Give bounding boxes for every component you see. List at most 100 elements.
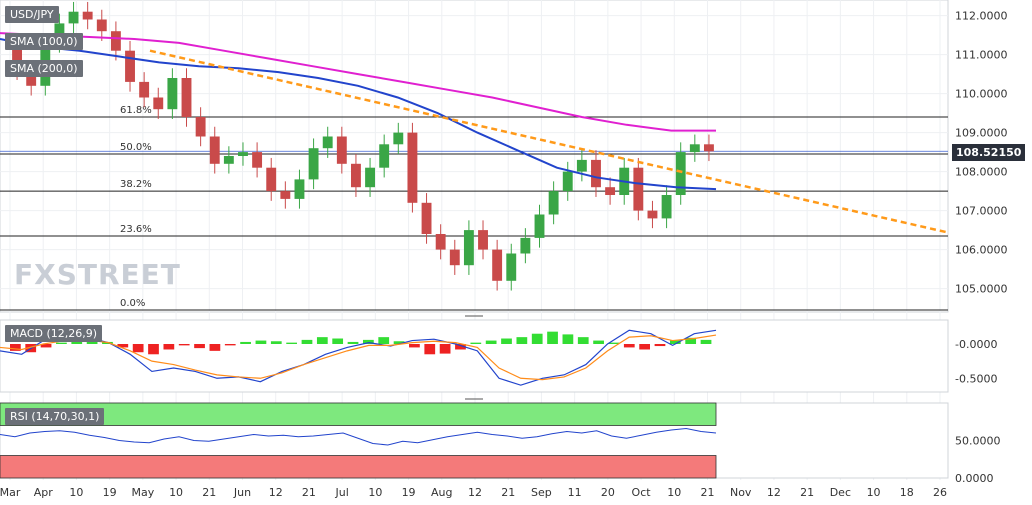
macd-bar: [209, 344, 221, 351]
macd-bar: [286, 342, 298, 344]
x-tick-label: 12: [269, 486, 283, 499]
candle-body: [675, 152, 686, 195]
x-tick-label: 21: [701, 486, 715, 499]
fib-label: 0.0%: [120, 298, 145, 309]
fib-label: 23.6%: [120, 224, 152, 235]
macd-bar: [71, 340, 83, 344]
rsi-tick-label: 0.0000: [955, 472, 994, 485]
y-tick-label: 112.0000: [955, 10, 1008, 23]
macd-bar: [240, 341, 251, 344]
macd-bar: [316, 337, 328, 344]
x-tick-label: Sep: [531, 486, 552, 499]
candle-body: [689, 144, 700, 153]
candle-body: [506, 253, 517, 281]
macd-line: [0, 329, 717, 386]
x-tick-label: 19: [103, 486, 117, 499]
candle-body: [12, 42, 23, 71]
macd-bar: [270, 341, 282, 344]
x-tick-label: Aug: [431, 486, 452, 499]
candle-body: [534, 214, 545, 238]
sma100-line: [0, 38, 717, 191]
fib-label: 38.2%: [120, 179, 152, 190]
y-tick-label: 109.0000: [955, 127, 1008, 140]
macd-bar: [409, 344, 420, 348]
candle-body: [110, 31, 121, 51]
macd-bar: [531, 333, 543, 344]
rsi-tick-label: 50.0000: [955, 435, 1001, 448]
candle-body: [407, 132, 418, 203]
x-tick-label: Apr: [34, 486, 54, 499]
candle-body: [238, 152, 248, 156]
macd-bar: [685, 337, 697, 344]
macd-bar: [117, 344, 129, 348]
macd-bar: [194, 344, 205, 349]
candle-body: [421, 202, 432, 234]
y-tick-label: 105.0000: [955, 283, 1008, 296]
macd-bar: [86, 341, 98, 344]
macd-tick-label: -0.5000: [955, 372, 997, 385]
x-tick-label: Nov: [730, 486, 752, 499]
watermark: FXSTREET: [14, 258, 181, 291]
candle-body: [703, 144, 714, 152]
candle-body: [82, 11, 93, 20]
macd-bar: [485, 340, 497, 344]
x-tick-label: 12: [767, 486, 781, 499]
candle-body: [576, 159, 587, 172]
macd-bar: [40, 344, 52, 348]
macd-bar: [424, 344, 436, 355]
macd-bar: [639, 344, 651, 350]
macd-bar: [363, 339, 374, 344]
macd-bar: [593, 340, 604, 344]
candle-body: [195, 117, 206, 137]
candle-body: [167, 78, 178, 110]
last-price-tag: 108.52150: [952, 144, 1026, 161]
macd-bar: [178, 344, 190, 346]
macd-bar: [393, 341, 405, 344]
sma100-label: SMA (100,0): [5, 33, 83, 50]
y-tick-label: 106.0000: [955, 244, 1008, 257]
candle-body: [336, 136, 347, 164]
x-tick-label: 21: [302, 486, 316, 499]
macd-bar: [470, 342, 482, 344]
candle-body: [125, 50, 135, 82]
macd-bar: [700, 339, 712, 344]
candle-body: [492, 249, 503, 281]
x-tick-label: Dec: [830, 486, 851, 499]
macd-bar: [623, 344, 635, 348]
x-tick-label: 11: [568, 486, 582, 499]
x-tick-label: Oct: [632, 486, 652, 499]
candle-body: [350, 163, 361, 188]
macd-bar: [501, 338, 512, 344]
macd-bar: [439, 344, 451, 354]
candle-body: [379, 144, 390, 168]
candle-body: [294, 179, 305, 199]
x-tick-label: Mar: [0, 486, 21, 499]
candle-body: [647, 210, 658, 219]
rsi-label: RSI (14,70,30,1): [5, 408, 105, 425]
watermark-text: FXSTREET: [14, 258, 181, 291]
macd-bar: [654, 344, 666, 347]
macd-bar: [378, 337, 390, 344]
macd-bar: [347, 341, 359, 344]
candle-body: [463, 230, 474, 266]
candle-body: [266, 167, 277, 192]
candle-body: [223, 156, 234, 164]
y-tick-label: 111.0000: [955, 49, 1008, 62]
candle-body: [280, 191, 291, 199]
rsi-line: [0, 427, 717, 446]
macd-tick-label: -0.0000: [955, 338, 997, 351]
x-tick-label: 21: [202, 486, 216, 499]
macd-bar: [562, 334, 574, 344]
signal-line: [0, 334, 717, 381]
macd-bar: [547, 331, 558, 344]
y-tick-label: 110.0000: [955, 88, 1008, 101]
candle-body: [633, 167, 644, 211]
candle-body: [153, 97, 164, 110]
sma200-label: SMA (200,0): [5, 60, 83, 77]
candle-body: [252, 152, 263, 168]
macd-bar: [132, 344, 144, 353]
y-tick-label: 107.0000: [955, 205, 1008, 218]
macd-bar: [148, 344, 159, 355]
macd-bar: [255, 340, 267, 344]
